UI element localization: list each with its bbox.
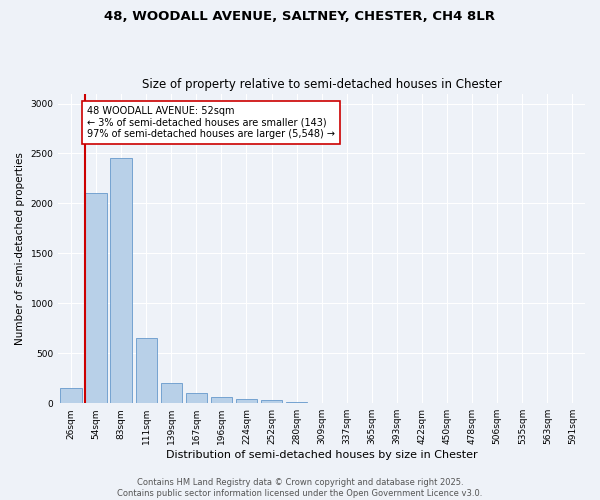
Bar bbox=[211, 396, 232, 403]
Text: Contains HM Land Registry data © Crown copyright and database right 2025.
Contai: Contains HM Land Registry data © Crown c… bbox=[118, 478, 482, 498]
Bar bbox=[136, 338, 157, 403]
Bar bbox=[261, 400, 282, 403]
Title: Size of property relative to semi-detached houses in Chester: Size of property relative to semi-detach… bbox=[142, 78, 502, 91]
X-axis label: Distribution of semi-detached houses by size in Chester: Distribution of semi-detached houses by … bbox=[166, 450, 478, 460]
Bar bbox=[236, 398, 257, 403]
Text: 48 WOODALL AVENUE: 52sqm
← 3% of semi-detached houses are smaller (143)
97% of s: 48 WOODALL AVENUE: 52sqm ← 3% of semi-de… bbox=[87, 106, 335, 138]
Bar bbox=[60, 388, 82, 403]
Y-axis label: Number of semi-detached properties: Number of semi-detached properties bbox=[15, 152, 25, 345]
Bar bbox=[185, 393, 207, 403]
Text: 48, WOODALL AVENUE, SALTNEY, CHESTER, CH4 8LR: 48, WOODALL AVENUE, SALTNEY, CHESTER, CH… bbox=[104, 10, 496, 23]
Bar bbox=[110, 158, 132, 403]
Bar bbox=[85, 194, 107, 403]
Bar bbox=[161, 383, 182, 403]
Bar bbox=[286, 402, 307, 403]
